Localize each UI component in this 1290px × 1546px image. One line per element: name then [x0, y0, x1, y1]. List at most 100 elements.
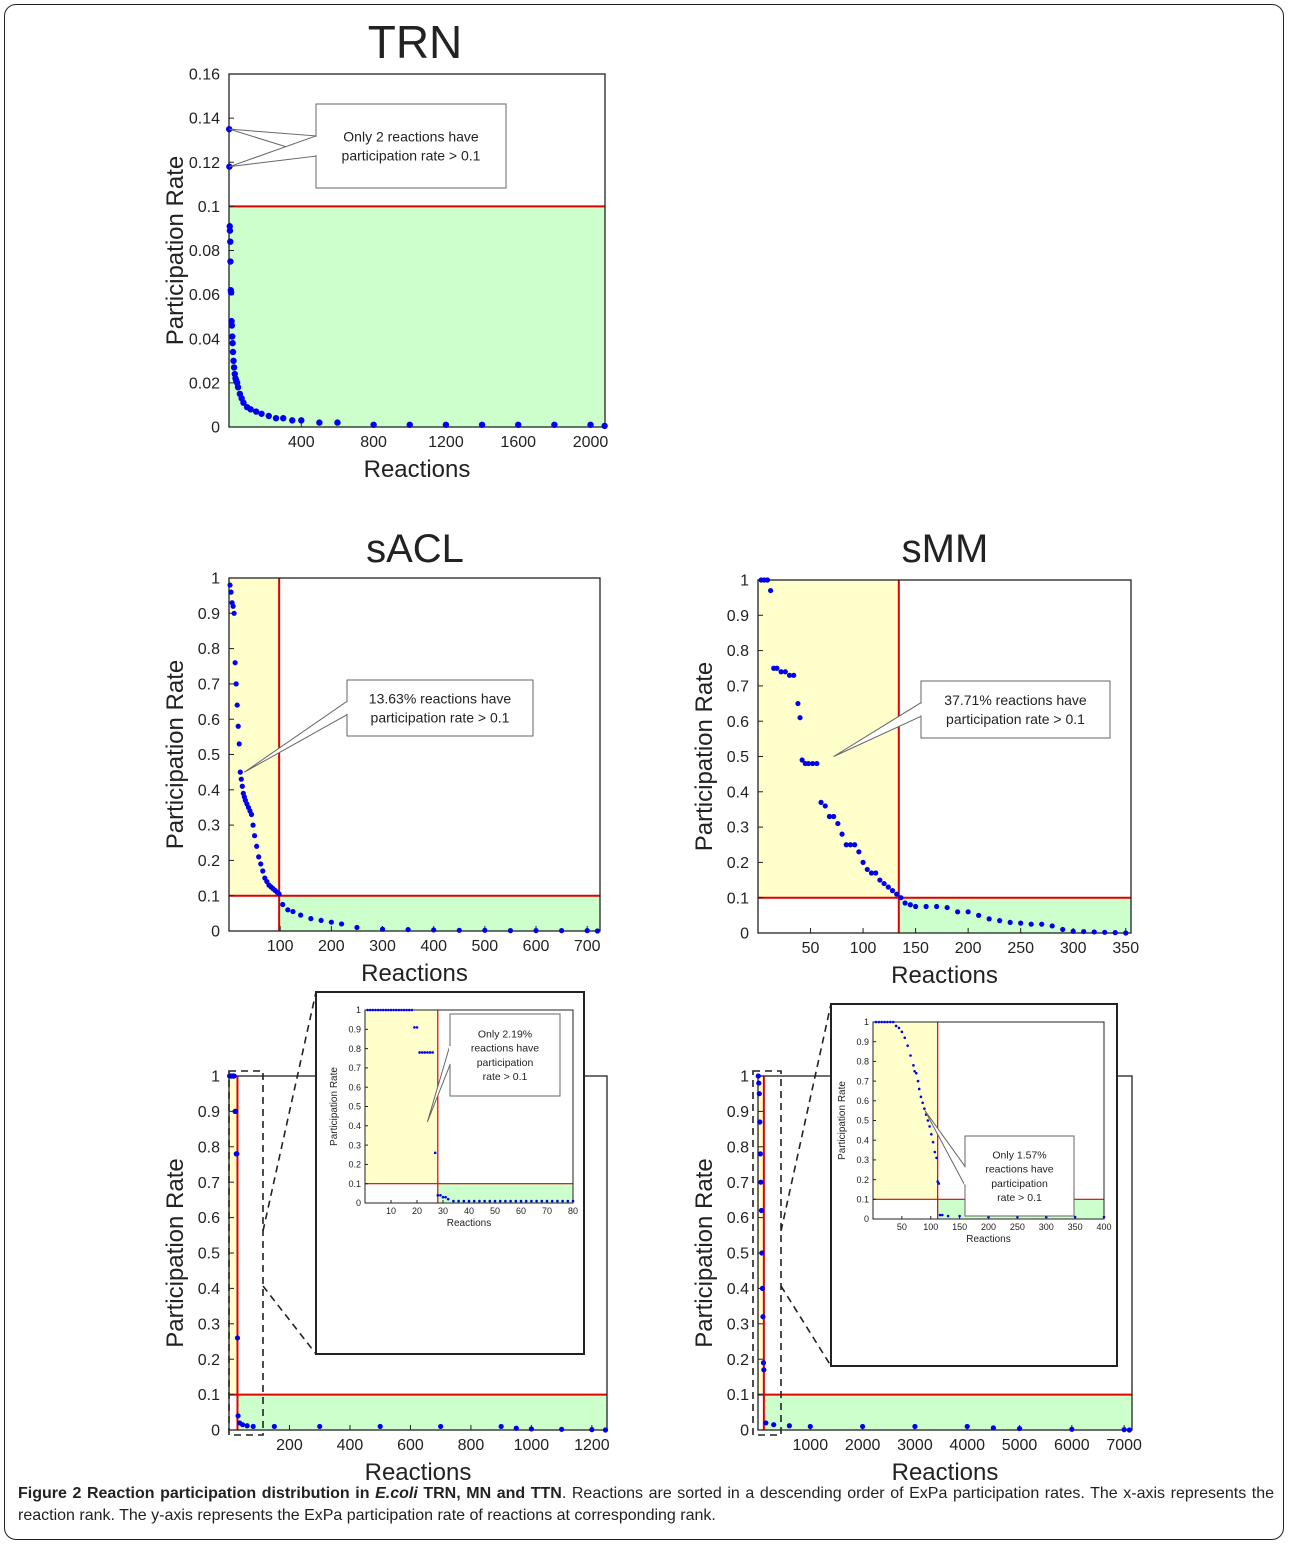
inset-y-tick-label: 0.7	[856, 1076, 869, 1086]
data-point	[822, 803, 828, 809]
data-point	[756, 1080, 762, 1086]
inset-y-tick-label: 0.5	[856, 1116, 869, 1126]
inset-x-tick-label: 40	[464, 1206, 474, 1216]
zoom-region	[228, 1070, 264, 1436]
data-point	[280, 901, 286, 908]
data-point	[990, 1425, 996, 1431]
y-tick-label: 0.7	[198, 1175, 220, 1192]
data-point	[229, 339, 236, 347]
data-point	[602, 1427, 609, 1433]
data-point	[756, 1091, 762, 1097]
y-tick-label: 0.8	[727, 1139, 749, 1156]
inset-data-point	[913, 1069, 916, 1073]
data-point	[233, 1108, 239, 1114]
inset-data-point	[1102, 1215, 1106, 1219]
inset-x-tick-label: 200	[981, 1222, 996, 1232]
x-tick-label: 100	[850, 940, 877, 957]
y-tick-label: 0.5	[198, 747, 220, 764]
inset-data-point	[935, 1156, 938, 1160]
inset-data-point	[428, 1051, 432, 1054]
inset-data-point	[540, 1199, 544, 1203]
data-point	[1039, 921, 1045, 927]
data-point	[334, 419, 341, 426]
inset-data-point	[897, 1026, 901, 1030]
inset-data-point	[426, 1051, 429, 1054]
data-point	[868, 870, 875, 876]
yellow-region	[229, 578, 280, 896]
y-axis-label: Participation Rate	[162, 1158, 189, 1347]
y-tick-label: 0	[740, 926, 749, 943]
y-tick-label: 0.9	[727, 1104, 749, 1121]
inset-data-point	[930, 1132, 933, 1136]
inset-data-point	[441, 1195, 445, 1199]
inset-data-point	[436, 1193, 440, 1197]
data-point	[233, 681, 239, 687]
inset-data-point	[550, 1199, 554, 1203]
data-point	[289, 417, 296, 424]
inset-y-tick-label: 0.1	[348, 1179, 361, 1189]
data-point	[235, 723, 241, 729]
data-point	[805, 760, 812, 767]
data-point	[379, 926, 386, 932]
data-point	[377, 1423, 383, 1430]
x-tick-label: 700	[574, 938, 601, 955]
inset-data-point	[371, 1008, 375, 1012]
inset-data-point	[433, 1151, 437, 1155]
data-point	[308, 916, 314, 922]
caption-title-before: Reaction participation distribution in	[86, 1485, 376, 1502]
inset-data-point	[933, 1150, 937, 1154]
inset-data-point	[478, 1199, 481, 1203]
data-point	[758, 1207, 765, 1214]
data-point	[976, 912, 982, 918]
inset-data-point	[912, 1064, 915, 1067]
data-point	[759, 1250, 765, 1256]
inset-data-point	[415, 1026, 419, 1029]
x-tick-label: 350	[1112, 940, 1139, 957]
callout-box	[315, 103, 507, 189]
x-tick-label: 400	[337, 1437, 364, 1454]
y-tick-label: 0.7	[727, 679, 749, 696]
inset-data-point	[946, 1214, 950, 1218]
y-tick-label: 0.4	[727, 1281, 749, 1298]
zoom-region	[752, 1070, 782, 1436]
data-point	[907, 902, 913, 908]
y-tick-label: 0.4	[198, 1281, 220, 1298]
inset-data-point	[919, 1095, 923, 1099]
inset-y-tick-label: 0	[864, 1214, 869, 1224]
data-point	[228, 589, 234, 595]
inset-y-tick-label: 0.3	[348, 1140, 361, 1150]
inset-y-axis-label: Participation Rate	[329, 1067, 340, 1146]
data-point	[965, 909, 971, 915]
x-tick-label: 200	[318, 938, 345, 955]
data-point	[810, 760, 816, 767]
y-tick-label: 0.16	[189, 67, 220, 84]
inset-data-point	[923, 1107, 926, 1110]
data-point	[881, 880, 887, 887]
data-point	[1069, 1426, 1075, 1432]
green-region	[237, 1394, 607, 1430]
x-tick-label: 300	[369, 938, 396, 955]
inset-data-point	[504, 1199, 507, 1203]
inset-data-point	[405, 1008, 408, 1012]
y-tick-label: 0.6	[727, 1210, 749, 1227]
inset-data-point	[394, 1008, 398, 1012]
data-point	[230, 357, 237, 365]
x-tick-label: 6000	[1054, 1437, 1090, 1454]
data-point	[431, 927, 437, 933]
y-tick-label: 0.8	[198, 1139, 220, 1156]
y-tick-label: 0.4	[727, 784, 749, 801]
data-point	[272, 414, 280, 422]
y-tick-label: 0.1	[198, 888, 220, 905]
inset-data-point	[916, 1079, 920, 1083]
inset-data-point	[941, 1213, 944, 1217]
y-axis-label: Participation Rate	[691, 1158, 718, 1347]
data-point	[354, 924, 360, 931]
chart-strl: sTRL00.10.20.30.40.50.60.70.80.911000200…	[691, 1003, 1142, 1480]
data-point	[251, 833, 258, 839]
inset-x-tick-label: 400	[1096, 1222, 1111, 1232]
y-tick-label: 1	[740, 1069, 749, 1086]
inset-x-tick-label: 350	[1068, 1222, 1083, 1232]
callout-text: participation rate > 0.1	[342, 147, 481, 163]
y-axis-label: Participation Rate	[162, 156, 189, 345]
data-point	[755, 1073, 761, 1079]
